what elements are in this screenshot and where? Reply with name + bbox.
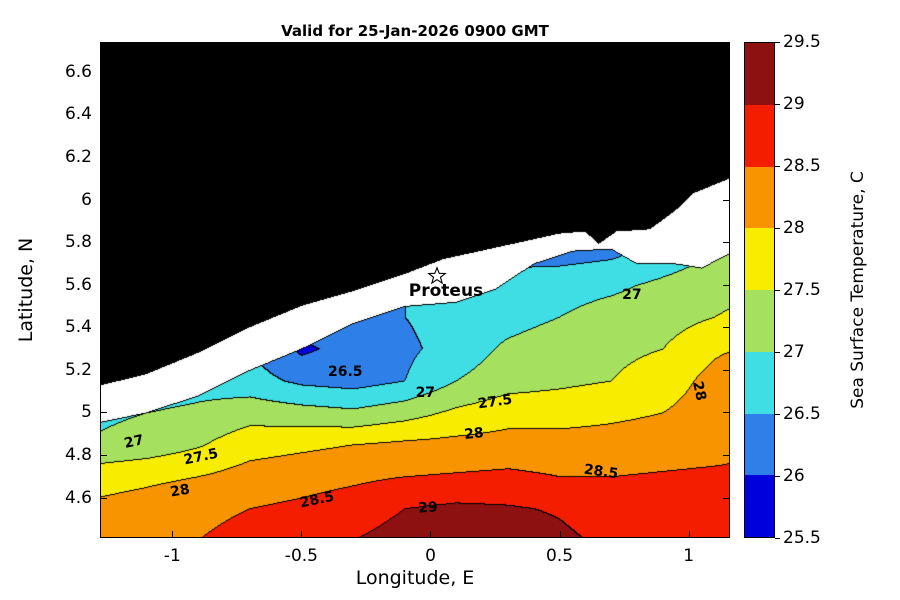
colorbar-tick-label: 28.5 — [783, 156, 821, 176]
contour-canvas — [100, 42, 730, 538]
contour-label: 27 — [415, 385, 436, 402]
x-tick-label: 1 — [683, 546, 695, 566]
colorbar-band — [745, 104, 774, 167]
y-tick-label: 5.8 — [64, 232, 92, 253]
x-axis-label: Longitude, E — [355, 567, 475, 589]
colorbar-band — [745, 166, 774, 229]
y-tick-mark — [100, 199, 107, 201]
x-tick-label: -0.5 — [284, 546, 318, 566]
contour-label: 27 — [622, 287, 642, 304]
y-tick-mark — [100, 497, 107, 499]
x-tick-label: 0 — [425, 546, 436, 566]
contour-label: 27 — [122, 432, 145, 453]
x-tick-mark — [301, 42, 303, 49]
y-tick-label: 5.2 — [64, 359, 92, 380]
colorbar-tick-label: 28 — [783, 218, 805, 238]
y-tick-label: 5.4 — [64, 317, 92, 338]
colorbar-band — [745, 228, 774, 290]
contour-label: 27.5 — [182, 445, 220, 469]
colorbar-tick-mark — [775, 42, 780, 43]
y-tick-mark — [723, 497, 730, 499]
y-tick-mark — [723, 156, 730, 158]
y-axis-label: Latitude, N — [15, 237, 37, 343]
plot-overlay: 27 26.5 27 27.5 28 27 27.5 28 28.5 29 28.5 28 Proteu… — [100, 42, 730, 538]
y-tick-mark — [100, 242, 107, 244]
contour-label: 29 — [417, 499, 439, 517]
colorbar-tick-mark — [775, 352, 780, 353]
plot-title: Valid for 25-Jan-2026 0900 GMT — [281, 22, 549, 40]
colorbar-tick-mark — [775, 104, 780, 105]
x-tick-mark — [172, 531, 174, 538]
colorbar-band — [745, 413, 774, 476]
colorbar-tick-label: 26.5 — [783, 404, 821, 424]
y-tick-mark — [100, 156, 107, 158]
contour-label: 27.5 — [476, 391, 514, 413]
y-tick-label: 4.8 — [64, 444, 92, 465]
y-tick-mark — [723, 71, 730, 73]
station-star-icon — [427, 266, 447, 286]
y-tick-label: 6.2 — [64, 146, 92, 167]
x-tick-mark — [172, 42, 174, 49]
colorbar-band — [745, 475, 774, 537]
station-label: Proteus — [408, 281, 484, 302]
y-tick-mark — [100, 454, 107, 456]
contour-label: 28.5 — [582, 461, 620, 483]
contour-label: 28 — [689, 379, 709, 403]
y-tick-mark — [100, 412, 107, 414]
y-tick-label: 5 — [81, 402, 92, 423]
y-tick-mark — [723, 199, 730, 201]
y-tick-mark — [100, 369, 107, 371]
colorbar-tick-label: 29 — [783, 94, 805, 114]
contour-label: 26.5 — [328, 363, 363, 380]
colorbar-label: Sea Surface Temperature, C — [848, 171, 868, 409]
y-tick-mark — [100, 114, 107, 116]
x-tick-mark — [559, 531, 561, 538]
y-tick-label: 6 — [81, 189, 92, 210]
colorbar-tick-label: 27.5 — [783, 280, 821, 300]
colorbar-tick-mark — [775, 476, 780, 477]
x-tick-label: -1 — [163, 546, 181, 566]
y-tick-label: 6.4 — [64, 104, 92, 125]
colorbar-tick-mark — [775, 228, 780, 229]
x-tick-mark — [688, 531, 690, 538]
colorbar-tick-mark — [775, 538, 780, 539]
x-tick-mark — [430, 42, 432, 49]
plot-area: 27 26.5 27 27.5 28 27 27.5 28 28.5 29 28.5 28 Proteu… — [100, 42, 730, 538]
y-tick-mark — [723, 242, 730, 244]
colorbar-tick-label: 27 — [783, 342, 805, 362]
y-tick-mark — [100, 327, 107, 329]
y-tick-label: 4.6 — [64, 487, 92, 508]
colorbar-gradient — [744, 42, 775, 538]
y-tick-mark — [723, 454, 730, 456]
x-tick-mark — [559, 42, 561, 49]
colorbar-band — [745, 351, 774, 414]
y-tick-label: 6.6 — [64, 61, 92, 82]
y-tick-mark — [723, 412, 730, 414]
contour-label: 28 — [463, 424, 485, 443]
x-tick-mark — [301, 531, 303, 538]
colorbar-tick-mark — [775, 166, 780, 167]
y-tick-label: 5.6 — [64, 274, 92, 295]
colorbar-tick-label: 29.5 — [783, 32, 821, 52]
colorbar-tick-label: 26 — [783, 466, 805, 486]
y-tick-mark — [723, 284, 730, 286]
x-tick-mark — [430, 531, 432, 538]
x-tick-label: 0.5 — [546, 546, 574, 566]
contour-label: 28 — [169, 481, 192, 501]
y-tick-mark — [723, 114, 730, 116]
contour-label: 28.5 — [298, 488, 336, 512]
colorbar-tick-mark — [775, 414, 780, 415]
colorbar-band — [745, 290, 774, 352]
colorbar-band — [745, 43, 774, 105]
y-tick-mark — [723, 327, 730, 329]
x-tick-mark — [688, 42, 690, 49]
colorbar-tick-label: 25.5 — [783, 528, 821, 548]
y-tick-mark — [100, 284, 107, 286]
y-tick-mark — [723, 369, 730, 371]
y-tick-mark — [100, 71, 107, 73]
colorbar-tick-mark — [775, 290, 780, 291]
